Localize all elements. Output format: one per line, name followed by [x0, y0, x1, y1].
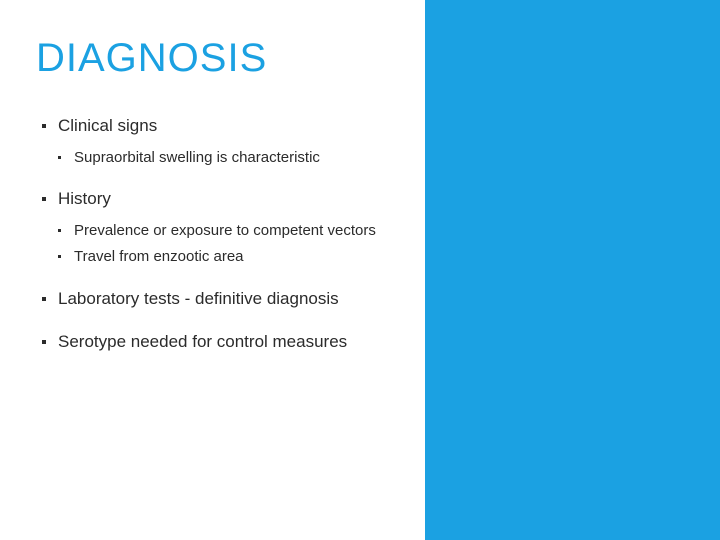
list-item: Travel from enzootic area [58, 247, 393, 267]
list-item-label: Supraorbital swelling is characteristic [74, 149, 320, 166]
slide: DIAGNOSIS Clinical signs Supraorbital sw… [0, 0, 720, 540]
list-item-label: Travel from enzootic area [74, 248, 244, 265]
sub-list: Supraorbital swelling is characteristic [58, 148, 393, 168]
list-item-label: Laboratory tests - definitive diagnosis [58, 289, 339, 308]
list-item: Laboratory tests - definitive diagnosis [42, 288, 393, 311]
list-item-label: History [58, 189, 111, 208]
slide-right-panel [425, 0, 720, 540]
list-item: History Prevalence or exposure to compet… [42, 188, 393, 267]
list-item-label: Serotype needed for control measures [58, 332, 347, 351]
list-item-label: Clinical signs [58, 116, 157, 135]
list-item: Supraorbital swelling is characteristic [58, 148, 393, 168]
list-item-label: Prevalence or exposure to competent vect… [74, 222, 376, 239]
bullet-list: Clinical signs Supraorbital swelling is … [42, 115, 393, 354]
sub-list: Prevalence or exposure to competent vect… [58, 221, 393, 268]
slide-title: DIAGNOSIS [36, 36, 393, 81]
slide-content-area: DIAGNOSIS Clinical signs Supraorbital sw… [0, 0, 425, 540]
list-item: Prevalence or exposure to competent vect… [58, 221, 393, 241]
list-item: Serotype needed for control measures [42, 331, 393, 354]
list-item: Clinical signs Supraorbital swelling is … [42, 115, 393, 168]
